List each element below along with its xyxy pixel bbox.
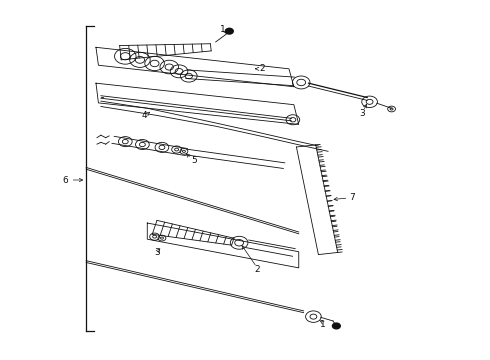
Text: 3: 3 (154, 248, 160, 257)
Text: 1: 1 (220, 25, 226, 34)
Text: 5: 5 (191, 156, 196, 165)
Text: 2: 2 (259, 64, 265, 73)
Text: 3: 3 (359, 109, 365, 118)
Text: 4: 4 (142, 111, 147, 120)
Text: 6: 6 (62, 176, 68, 185)
Text: 7: 7 (350, 193, 355, 202)
Circle shape (225, 28, 233, 34)
Circle shape (332, 323, 340, 329)
Text: 2: 2 (254, 265, 260, 274)
Text: 1: 1 (320, 320, 326, 329)
